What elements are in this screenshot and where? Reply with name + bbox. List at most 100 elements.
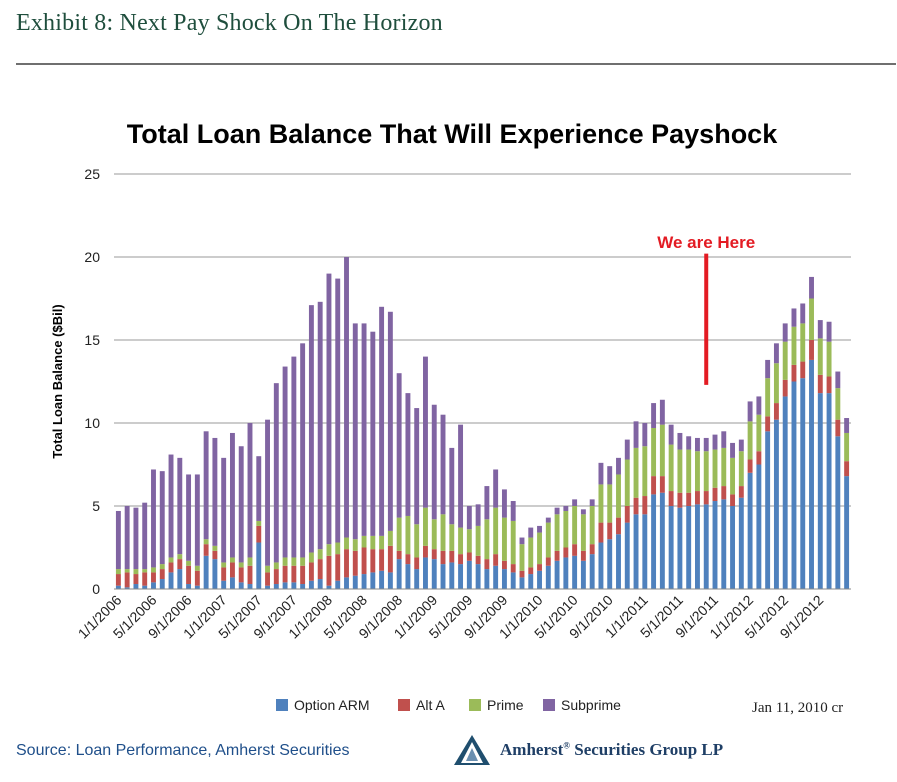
- bar-segment: [738, 451, 744, 487]
- bar-segment: [826, 321, 832, 342]
- bar-segment: [133, 574, 139, 585]
- chart-title: Total Loan Balance That Will Experience …: [127, 119, 778, 149]
- bar-segment: [826, 393, 832, 589]
- bar-segment: [607, 466, 613, 485]
- bar-segment: [703, 491, 709, 505]
- bar-segment: [563, 557, 569, 589]
- bar-segment: [721, 499, 727, 589]
- bar-stacks: [115, 257, 850, 589]
- legend-option-arm: Option ARM: [276, 697, 369, 713]
- bar-segment: [466, 529, 472, 553]
- bar-segment: [405, 554, 411, 565]
- legend-label-option-arm: Option ARM: [294, 697, 370, 713]
- bar-segment: [765, 416, 771, 432]
- bar-segment: [668, 506, 674, 589]
- bar-segment: [300, 557, 306, 566]
- bar-segment: [677, 432, 683, 450]
- bar-segment: [484, 559, 490, 570]
- bar-segment: [212, 550, 218, 560]
- bar-segment: [300, 343, 306, 558]
- bar-segment: [352, 550, 358, 576]
- bar-segment: [247, 584, 253, 589]
- bar-segment: [466, 552, 472, 561]
- x-axis-ticks: 1/1/20065/1/20069/1/20061/1/20075/1/2007…: [75, 592, 827, 642]
- bar-segment: [291, 565, 297, 583]
- bar-segment: [651, 427, 657, 477]
- bar-segment: [159, 471, 165, 565]
- bar-segment: [572, 544, 578, 556]
- bar-segment: [616, 474, 621, 518]
- bar-segment: [616, 457, 621, 475]
- bar-segment: [475, 564, 481, 589]
- bar-segment: [431, 404, 437, 520]
- bar-segment: [352, 323, 358, 540]
- y-axis-label: Total Loan Balance ($Bil): [50, 304, 65, 458]
- bar-segment: [651, 494, 657, 589]
- bar-segment: [282, 582, 288, 589]
- legend-subprime: Subprime: [543, 697, 621, 713]
- bar-segment: [677, 449, 683, 493]
- bar-segment: [484, 519, 490, 560]
- bar-segment: [528, 567, 534, 575]
- bar-segment: [765, 431, 771, 589]
- bar-segment: [370, 549, 376, 573]
- bar-segment: [686, 449, 692, 493]
- bar-segment: [642, 514, 648, 589]
- bar-segment: [256, 542, 262, 589]
- bar-segment: [703, 437, 709, 452]
- legend-swatch-prime: [469, 699, 481, 711]
- bar-segment: [159, 564, 165, 570]
- bar-segment: [817, 338, 823, 375]
- bar-segment: [186, 565, 192, 585]
- bar-segment: [817, 393, 823, 589]
- bar-segment: [616, 534, 621, 589]
- bar-segment: [282, 366, 288, 558]
- bar-segment: [396, 517, 402, 551]
- bar-segment: [414, 569, 420, 589]
- bar-segment: [203, 544, 209, 556]
- bar-segment: [177, 569, 183, 589]
- bar-segment: [317, 301, 323, 550]
- bar-segment: [344, 257, 349, 538]
- bar-segment: [782, 396, 788, 589]
- bar-segment: [659, 492, 665, 589]
- bar-segment: [440, 550, 446, 565]
- bar-segment: [308, 305, 314, 553]
- bar-segment: [361, 574, 367, 589]
- bar-segment: [115, 569, 121, 575]
- amherst-logo-icon: [452, 733, 492, 767]
- y-tick-label: 15: [84, 332, 100, 348]
- y-tick-label: 10: [84, 415, 100, 431]
- bar-segment: [247, 565, 253, 585]
- y-tick-label: 5: [92, 498, 100, 514]
- bar-segment: [326, 544, 332, 556]
- bar-segment: [212, 545, 218, 551]
- bar-segment: [449, 524, 455, 551]
- amherst-logo: Amherst® Securities Group LP: [452, 733, 723, 767]
- bar-segment: [572, 555, 578, 589]
- bar-segment: [835, 436, 841, 589]
- bar-segment: [379, 306, 385, 536]
- bar-segment: [273, 383, 279, 563]
- bar-segment: [124, 587, 130, 589]
- bar-segment: [721, 431, 727, 448]
- bar-segment: [282, 557, 288, 566]
- bar-segment: [501, 569, 507, 589]
- bar-segment: [370, 572, 376, 589]
- bar-segment: [361, 535, 367, 548]
- bar-segment: [186, 584, 192, 589]
- bar-segment: [475, 525, 481, 556]
- bar-segment: [379, 549, 385, 571]
- bar-segment: [361, 547, 367, 575]
- bar-segment: [580, 514, 586, 551]
- bar-segment: [431, 519, 437, 550]
- bar-segment: [177, 554, 183, 560]
- bar-segment: [563, 510, 569, 548]
- bar-segment: [124, 572, 130, 588]
- bar-segment: [221, 580, 227, 589]
- bar-segment: [423, 356, 428, 508]
- bar-segment: [765, 359, 771, 379]
- bar-segment: [633, 421, 639, 448]
- bar-segment: [519, 570, 525, 578]
- bar-segment: [273, 562, 279, 570]
